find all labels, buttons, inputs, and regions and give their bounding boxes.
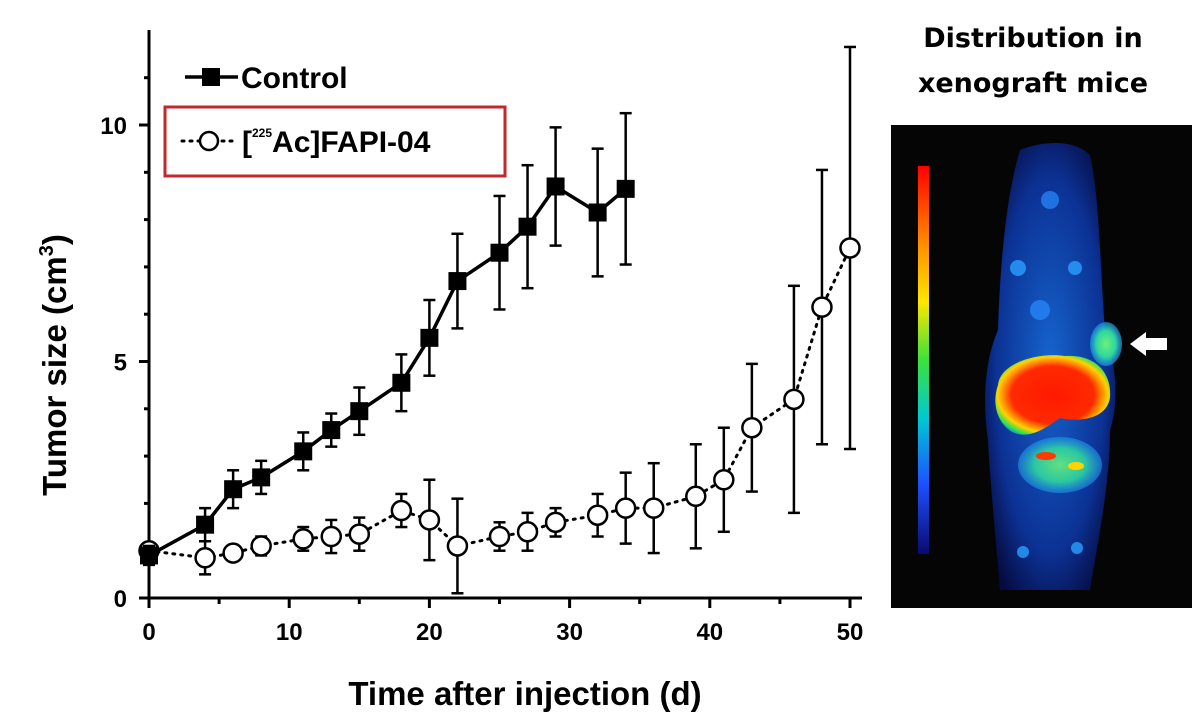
body-speckle <box>1071 542 1083 554</box>
imaging-inset: Distribution in xenograft mice <box>891 23 1192 608</box>
series-control <box>140 111 635 567</box>
arrow-left-icon <box>1130 332 1167 356</box>
liver-hotspot <box>995 355 1111 435</box>
legend-highlight-box <box>163 105 507 178</box>
small-hotspot <box>1068 462 1084 470</box>
control-point <box>490 243 509 262</box>
ac-fapi-04-point <box>222 542 244 564</box>
abdominal-uptake <box>1018 437 1102 493</box>
ac-fapi-04-line <box>147 246 852 560</box>
control-point <box>588 203 607 222</box>
y-tick-label: 0 <box>114 586 127 613</box>
ac-fapi-04-point <box>783 388 805 411</box>
series-ac-fapi-04 <box>138 45 861 595</box>
x-tick-label: 40 <box>696 619 723 646</box>
body-speckle <box>1030 300 1050 320</box>
ac-fapi-04-point <box>348 523 371 545</box>
control-point <box>616 179 635 198</box>
body-speckle <box>1041 191 1059 209</box>
ac-fapi-04-point <box>811 296 833 318</box>
ac-fapi-04-point <box>446 535 469 557</box>
x-axis-ticks: 0 10 20 30 40 50 <box>142 598 863 646</box>
ac-fapi-04-point <box>642 497 665 519</box>
ac-fapi-04-point <box>713 469 735 491</box>
ac-fapi-04-point <box>194 547 216 569</box>
bladder-uptake <box>1036 452 1056 460</box>
legend-control-marker <box>202 68 220 86</box>
control-point <box>294 442 313 461</box>
body-speckle <box>1017 546 1029 558</box>
legend-treat-label: [225Ac]FAPI-04 <box>242 126 431 159</box>
control-point <box>322 421 341 440</box>
legend-control-label: Control <box>241 62 348 95</box>
ac-fapi-04-point <box>544 511 567 534</box>
x-tick-label: 20 <box>416 619 443 646</box>
legend-entry-control: Control <box>185 62 348 95</box>
series-layer <box>138 45 861 595</box>
y-tick-label: 10 <box>100 113 127 140</box>
ac-fapi-04-point <box>839 237 861 259</box>
control-point <box>224 480 243 499</box>
y-axis-label: Tumor size (cm3) <box>36 234 73 496</box>
intensity-colorbar <box>918 166 929 554</box>
control-point <box>392 373 411 392</box>
x-tick-label: 50 <box>837 619 864 646</box>
ac-fapi-04-point <box>586 504 609 526</box>
body-speckle <box>1010 260 1026 276</box>
legend: Control [225Ac]FAPI-04 <box>163 62 507 178</box>
ac-fapi-04-point <box>250 535 272 557</box>
control-point <box>196 515 215 534</box>
y-axis-ticks: 0 5 10 <box>100 76 149 613</box>
x-tick-label: 10 <box>276 619 303 646</box>
ac-fapi-04-point <box>488 525 511 548</box>
ac-fapi-04-point <box>741 416 763 439</box>
ac-fapi-04-point <box>390 499 413 522</box>
control-point <box>420 328 439 347</box>
legend-entry-ac-fapi: [225Ac]FAPI-04 <box>180 126 431 159</box>
x-axis-label: Time after injection (d) <box>348 675 701 712</box>
control-point <box>546 177 565 196</box>
control-point <box>518 217 537 236</box>
mouse-body-signal <box>985 143 1122 590</box>
y-tick-label: 5 <box>114 350 127 377</box>
ac-fapi-04-point <box>292 528 314 550</box>
x-tick-label: 0 <box>142 619 155 646</box>
x-tick-label: 30 <box>556 619 583 646</box>
control-point <box>252 468 271 487</box>
control-point <box>448 272 467 291</box>
control-line <box>148 184 627 557</box>
ac-fapi-04-point <box>320 525 343 548</box>
body-speckle <box>1068 261 1082 275</box>
tumor-uptake <box>1090 322 1122 366</box>
ac-fapi-04-point <box>418 509 441 531</box>
ac-fapi-04-point <box>614 497 637 519</box>
ac-fapi-04-point <box>516 521 539 543</box>
tumor-growth-chart: 0 5 10 0 10 20 30 40 50 Tumor size (cm3) Time a… <box>36 30 863 712</box>
inset-title-line2: xenograft mice <box>918 68 1148 99</box>
control-point <box>350 402 369 421</box>
control-point <box>140 546 158 565</box>
inset-title-line1: Distribution in <box>923 23 1143 54</box>
ac-fapi-04-point <box>685 485 707 508</box>
legend-treat-marker <box>198 130 220 152</box>
